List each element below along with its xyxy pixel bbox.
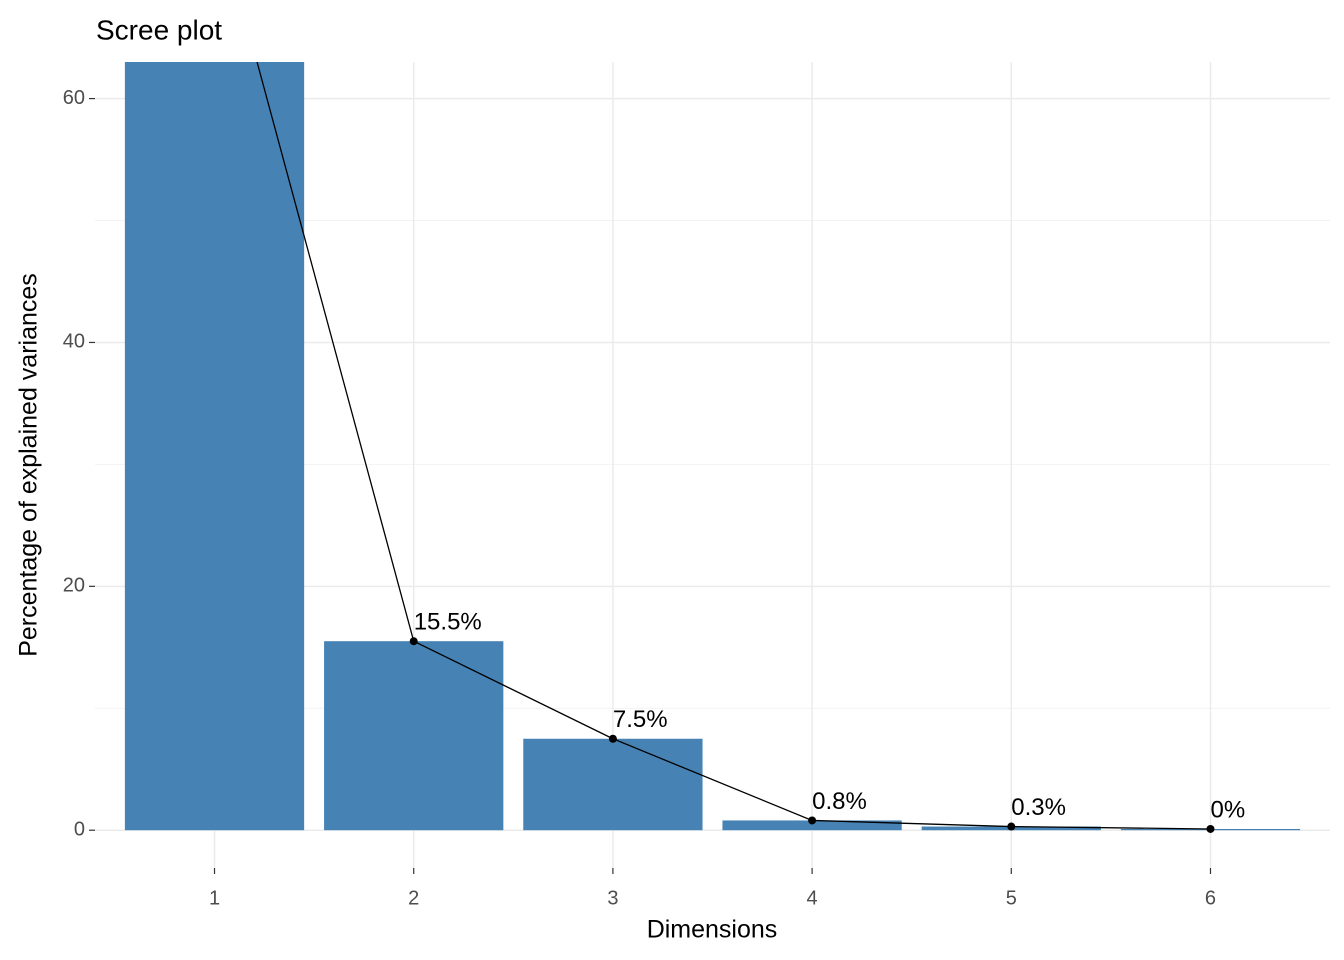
- y-axis-title: Percentage of explained variances: [15, 273, 43, 657]
- data-label: 0.8%: [812, 788, 867, 815]
- x-tick-label: 2: [408, 887, 419, 909]
- point: [608, 734, 617, 743]
- x-tick-label: 4: [807, 887, 818, 909]
- x-tick-label: 5: [1006, 887, 1017, 909]
- bar: [124, 62, 305, 831]
- data-label: 0.3%: [1011, 794, 1066, 821]
- point: [409, 637, 418, 646]
- data-label: 15.5%: [414, 609, 482, 636]
- point: [808, 816, 817, 825]
- y-tick-label: 0: [74, 818, 85, 840]
- point: [1206, 824, 1215, 833]
- x-tick-label: 6: [1205, 887, 1216, 909]
- y-tick-label: 60: [63, 87, 85, 109]
- plot-area: 15.5% 7.5% 0.8% 0.3% 0%: [95, 62, 1330, 868]
- trend-line: [256, 62, 1211, 830]
- y-tick-label: 40: [63, 331, 85, 353]
- point: [1007, 822, 1016, 831]
- data-label: 7.5%: [613, 706, 668, 733]
- bar: [523, 738, 703, 831]
- bar: [324, 641, 504, 831]
- x-tick-label: 3: [607, 887, 618, 909]
- chart-title: Scree plot: [96, 14, 222, 45]
- x-axis-title: Dimensions: [647, 916, 778, 944]
- data-label: 0%: [1210, 796, 1245, 823]
- x-tick-label: 1: [209, 887, 220, 909]
- y-tick-label: 20: [63, 575, 85, 597]
- bar: [722, 820, 902, 831]
